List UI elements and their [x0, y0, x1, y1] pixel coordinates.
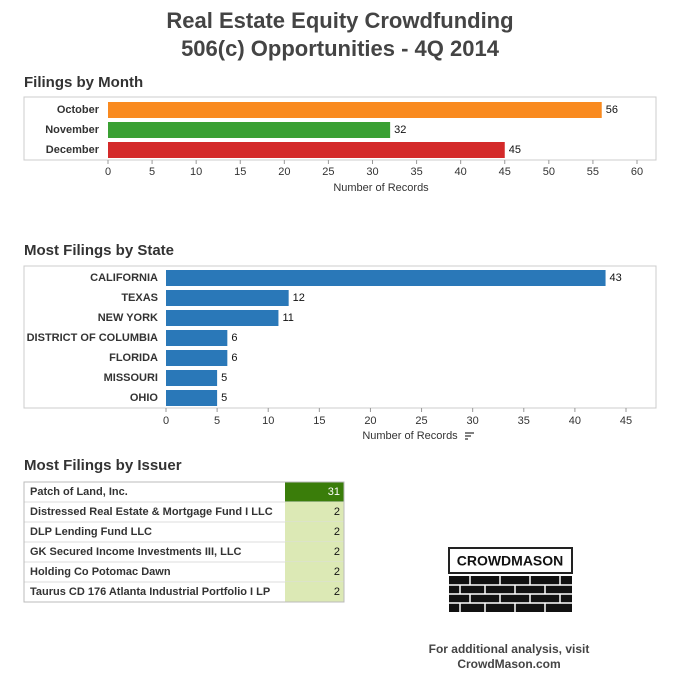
x-tick-label: 35	[518, 415, 530, 427]
x-tick-label: 45	[620, 415, 632, 427]
x-tick-label: 45	[499, 166, 511, 178]
x-tick-label: 15	[234, 166, 246, 178]
bar	[166, 270, 606, 286]
x-tick-label: 0	[163, 415, 169, 427]
footer: CrowdMason.com	[457, 657, 560, 671]
x-tick-label: 30	[467, 415, 479, 427]
x-tick-label: 40	[455, 166, 467, 178]
logo-text: CROWDMASON	[457, 553, 564, 569]
cell	[285, 542, 344, 562]
row-label: Patch of Land, Inc.	[30, 486, 128, 498]
footer: For additional analysis, visit	[429, 642, 590, 656]
value-label: 5	[221, 392, 227, 404]
cell-value: 31	[328, 486, 340, 498]
bar	[166, 370, 218, 386]
logo: CROWDMASON	[448, 547, 573, 612]
x-tick-label: 50	[543, 166, 555, 178]
value-label: 11	[282, 312, 293, 324]
cell-value: 2	[334, 586, 340, 598]
value-label: 12	[293, 292, 305, 304]
x-tick-label: 0	[105, 166, 111, 178]
x-tick-label: 20	[278, 166, 290, 178]
category-label: October	[57, 104, 100, 116]
value-label: 5	[221, 372, 227, 384]
value-label: 32	[394, 124, 406, 136]
category-label: OHIO	[130, 392, 159, 404]
value-label: 56	[606, 104, 618, 116]
x-tick-label: 20	[364, 415, 376, 427]
category-label: December	[46, 144, 100, 156]
plot-frame	[23, 265, 657, 409]
cell-value: 2	[334, 526, 340, 538]
cell	[285, 502, 344, 522]
row-label: Holding Co Potomac Dawn	[30, 566, 171, 578]
x-tick-label: 55	[587, 166, 599, 178]
bar	[166, 310, 279, 326]
x-tick-label: 15	[313, 415, 325, 427]
cell	[285, 562, 344, 582]
cell-value: 2	[334, 506, 340, 518]
sort-icon[interactable]	[465, 432, 474, 440]
bar	[166, 290, 289, 306]
bar	[108, 122, 391, 138]
section-title: Filings by Month	[24, 74, 143, 91]
cell	[285, 522, 344, 542]
row-label: Distressed Real Estate & Mortgage Fund I…	[30, 506, 273, 518]
cell-value: 2	[334, 546, 340, 558]
category-label: TEXAS	[121, 292, 158, 304]
row-label: Taurus CD 176 Atlanta Industrial Portfol…	[30, 586, 270, 598]
x-tick-label: 30	[366, 166, 378, 178]
x-tick-label: 60	[631, 166, 643, 178]
x-tick-label: 35	[410, 166, 422, 178]
section-title: Most Filings by Issuer	[24, 457, 182, 474]
title-line: Real Estate Equity Crowdfunding	[166, 8, 513, 33]
table-frame	[23, 481, 345, 603]
category-label: FLORIDA	[109, 352, 158, 364]
bar	[108, 142, 505, 158]
x-tick-label: 25	[415, 415, 427, 427]
x-tick-label: 40	[569, 415, 581, 427]
x-tick-label: 25	[322, 166, 334, 178]
x-axis-label: Number of Records	[362, 430, 458, 442]
value-label: 45	[509, 144, 521, 156]
row-label: GK Secured Income Investments III, LLC	[30, 546, 242, 558]
brick-lines	[449, 576, 572, 612]
bar	[166, 390, 218, 406]
value-label: 6	[231, 332, 237, 344]
x-tick-label: 5	[214, 415, 220, 427]
category-label: CALIFORNIA	[90, 272, 158, 284]
section-title: Most Filings by State	[24, 242, 174, 259]
x-tick-label: 10	[262, 415, 274, 427]
title-line: 506(c) Opportunities - 4Q 2014	[181, 36, 500, 61]
value-label: 43	[610, 272, 622, 284]
category-label: MISSOURI	[104, 372, 158, 384]
row-label: DLP Lending Fund LLC	[30, 526, 152, 538]
category-label: NEW YORK	[98, 312, 158, 324]
cell	[285, 582, 344, 602]
cell	[285, 482, 344, 502]
category-label: November	[45, 124, 100, 136]
category-label: DISTRICT OF COLUMBIA	[27, 332, 158, 344]
logo-box	[448, 547, 573, 574]
cell-value: 2	[334, 566, 340, 578]
bar	[108, 102, 602, 118]
plot-frame	[23, 96, 657, 161]
x-tick-label: 5	[149, 166, 155, 178]
x-tick-label: 10	[190, 166, 202, 178]
bar	[166, 350, 228, 366]
bar	[166, 330, 228, 346]
x-axis-label: Number of Records	[333, 182, 429, 194]
value-label: 6	[231, 352, 237, 364]
